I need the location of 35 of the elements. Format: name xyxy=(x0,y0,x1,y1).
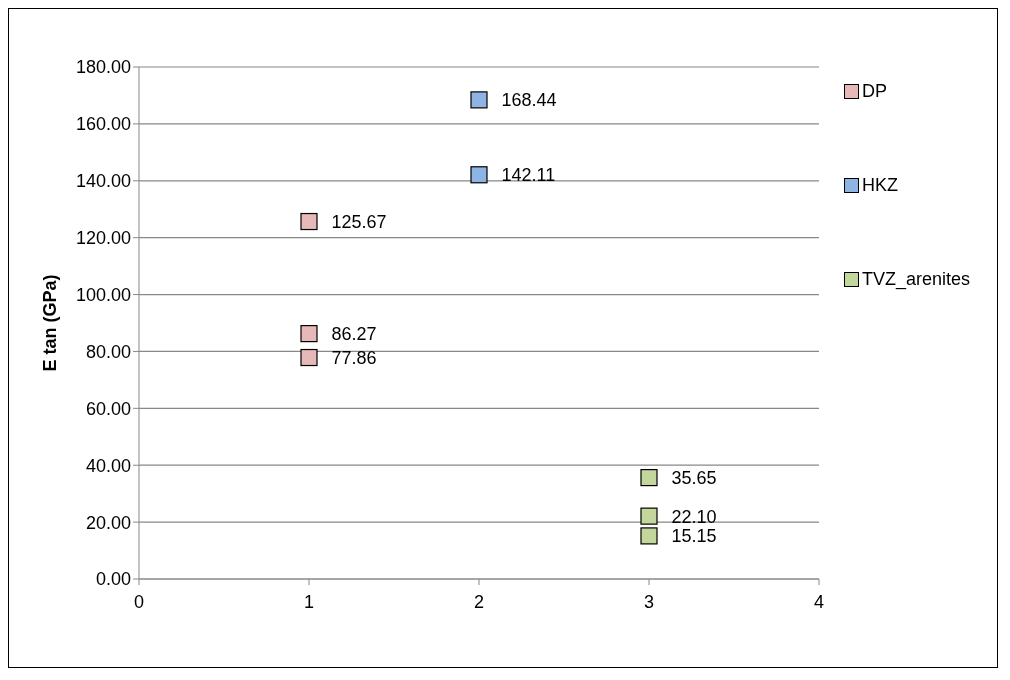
legend-label: HKZ xyxy=(862,174,898,196)
y-tick-label: 20.00 xyxy=(85,512,131,533)
y-tick-label: 160.00 xyxy=(75,114,131,135)
y-tick-label: 0.00 xyxy=(95,569,131,590)
point xyxy=(640,527,658,545)
data-label: 77.86 xyxy=(331,347,377,368)
y-axis-title: E tan (GPa) xyxy=(40,274,61,372)
point xyxy=(640,507,658,525)
x-tick-label: 3 xyxy=(643,591,655,612)
data-label: 168.44 xyxy=(501,90,557,111)
point xyxy=(470,91,488,109)
x-tick-label: 4 xyxy=(813,591,825,612)
legend-label: TVZ_arenites xyxy=(862,268,971,290)
x-tick-label: 0 xyxy=(133,591,145,612)
data-label: 125.67 xyxy=(331,211,387,232)
x-tick-label: 2 xyxy=(473,591,485,612)
x-tick-label: 1 xyxy=(303,591,315,612)
y-tick-label: 80.00 xyxy=(85,341,131,362)
data-label: 15.15 xyxy=(671,526,717,547)
point xyxy=(640,469,658,487)
data-label: 22.10 xyxy=(671,506,717,527)
y-tick-label: 40.00 xyxy=(85,455,131,476)
point xyxy=(470,166,488,184)
y-tick-label: 60.00 xyxy=(85,398,131,419)
legend-label: DP xyxy=(862,80,888,102)
y-tick-label: 100.00 xyxy=(75,284,131,305)
point xyxy=(300,325,318,343)
y-tick-label: 180.00 xyxy=(75,57,131,78)
y-tick-label: 120.00 xyxy=(75,228,131,249)
y-tick-label: 140.00 xyxy=(75,171,131,192)
data-label: 86.27 xyxy=(331,324,377,344)
point xyxy=(300,348,318,367)
data-label: 35.65 xyxy=(671,467,717,488)
point xyxy=(300,212,318,231)
data-label: 142.11 xyxy=(501,165,556,186)
